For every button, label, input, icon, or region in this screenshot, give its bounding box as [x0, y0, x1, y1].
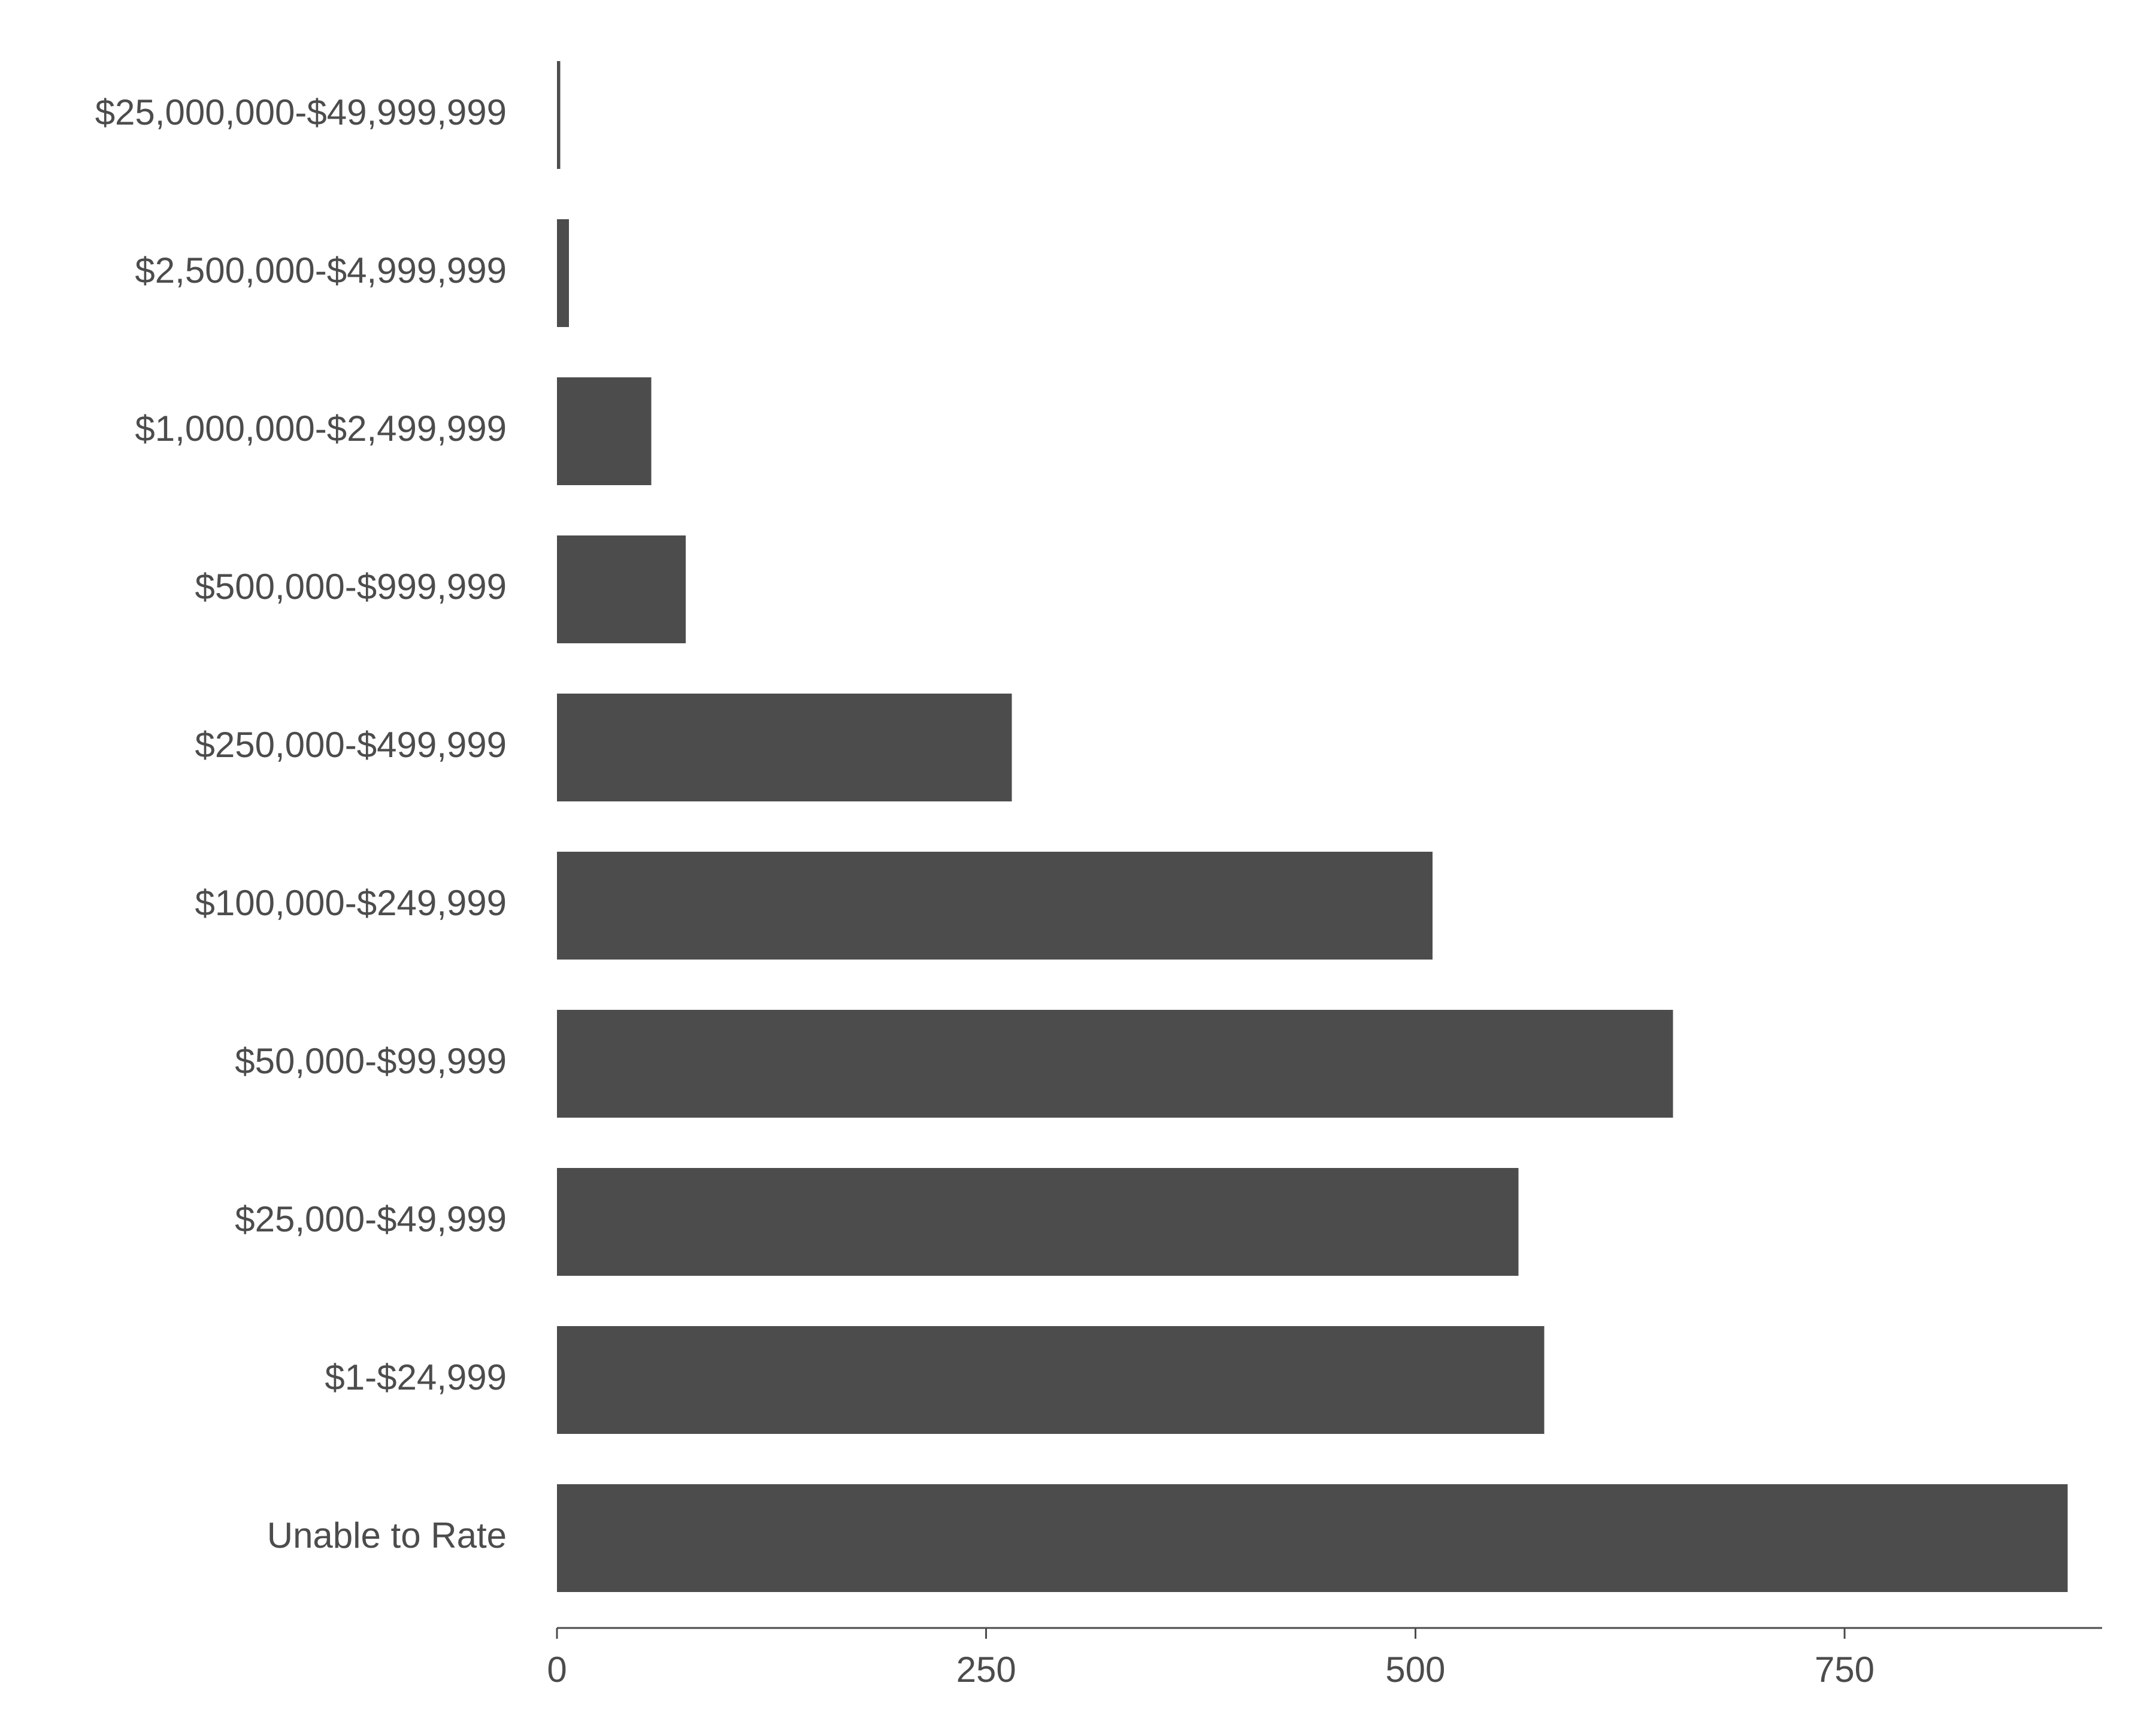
y-axis-label: $1-$24,999 [325, 1357, 507, 1397]
bar [557, 1168, 1518, 1276]
bar [557, 219, 569, 327]
y-axis-label: $50,000-$99,999 [235, 1041, 507, 1081]
x-axis-tick-label: 0 [547, 1650, 567, 1690]
y-axis-label: $2,500,000-$4,999,999 [135, 250, 507, 290]
bar-chart: $25,000,000-$49,999,999 $2,500,000-$4,999… [0, 0, 2156, 1725]
y-axis-label: $100,000-$249,999 [195, 883, 507, 923]
bar [557, 852, 1433, 960]
bar [557, 1484, 2068, 1592]
x-axis-tick-label: 500 [1385, 1650, 1445, 1690]
bar [557, 535, 686, 643]
y-axis-label: $500,000-$999,999 [195, 567, 507, 607]
y-axis-label: $25,000-$49,999 [235, 1199, 507, 1239]
chart-container: $25,000,000-$49,999,999 $2,500,000-$4,999… [0, 0, 2156, 1725]
x-axis-tick-label: 750 [1815, 1650, 1875, 1690]
y-axis-label: Unable to Rate [267, 1515, 507, 1555]
y-axis-label: $25,000,000-$49,999,999 [95, 92, 507, 132]
y-axis-label: $1,000,000-$2,499,999 [135, 408, 507, 449]
bar [557, 61, 561, 169]
bar [557, 377, 652, 485]
y-axis-label: $250,000-$499,999 [195, 725, 507, 765]
bar [557, 1010, 1673, 1118]
bar [557, 1326, 1544, 1434]
bar [557, 694, 1012, 801]
x-axis-tick-label: 250 [956, 1650, 1016, 1690]
